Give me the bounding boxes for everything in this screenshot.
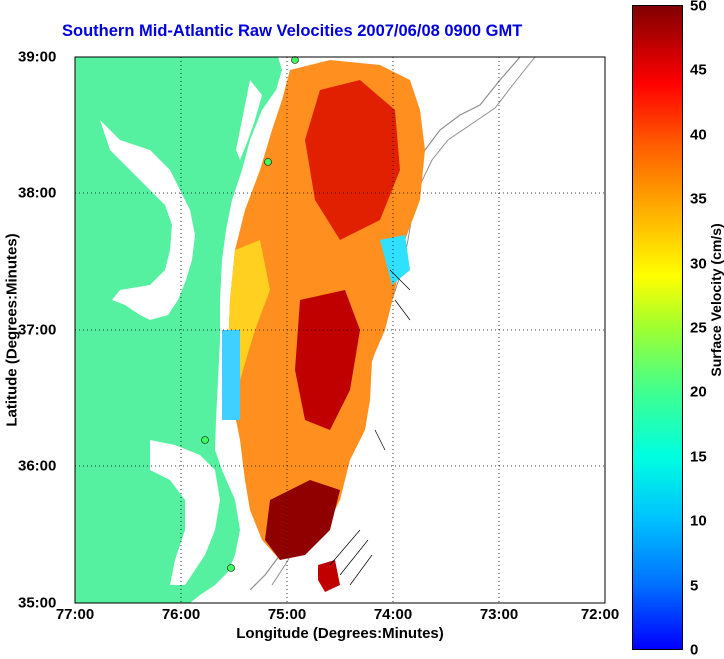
x-tick-label: 73:00 [479, 606, 519, 623]
y-tick-label: 39:00 [18, 48, 57, 66]
x-tick-label: 75:00 [267, 606, 307, 623]
colorbar-label: Surface Velocity (cm/s) [708, 223, 724, 377]
x-tick-label: 76:00 [161, 606, 201, 623]
x-tick-label: 72:00 [580, 606, 620, 623]
colorbar-tick-label: 20 [690, 383, 707, 401]
y-tick-label: 36:00 [18, 457, 57, 475]
station-marker [227, 564, 235, 572]
x-tick-label: 74:00 [373, 606, 413, 623]
colorbar-tick-label: 10 [690, 512, 707, 530]
colorbar-tick-label: 35 [690, 190, 707, 208]
colorbar-tick-label: 40 [690, 126, 707, 144]
x-tick-label: 77:00 [55, 606, 95, 623]
grid-lines [75, 57, 605, 603]
station-marker [201, 436, 209, 444]
map-title: Southern Mid-Atlantic Raw Velocities 200… [62, 22, 523, 40]
x-axis-label: Longitude (Degrees:Minutes) [236, 625, 444, 642]
delaware-bay [236, 80, 262, 160]
colorbar [632, 5, 683, 650]
station-marker [291, 56, 299, 64]
colorbar-tick-label: 5 [690, 577, 699, 595]
y-tick-label: 37:00 [18, 321, 57, 339]
colorbar-tick-label: 25 [690, 319, 707, 337]
velocity-arrows [329, 269, 411, 586]
y-tick-label: 38:00 [18, 184, 57, 202]
station-markers [201, 56, 299, 572]
station-marker [264, 158, 272, 166]
y-axis-label: Latitude (Degrees:Minutes) [3, 233, 21, 427]
velocity-field [222, 60, 425, 592]
chesapeake-bay [100, 120, 195, 320]
colorbar-tick-label: 45 [690, 61, 707, 79]
y-tick-label: 35:00 [18, 594, 57, 612]
colorbar-tick-label: 50 [690, 0, 707, 15]
colorbar-tick-label: 30 [690, 255, 707, 273]
colorbar-tick-label: 15 [690, 448, 707, 466]
pamlico-sound [150, 440, 220, 585]
axes-frame [74, 56, 606, 604]
land-mass [75, 57, 282, 603]
colorbar-tick-label: 0 [690, 641, 699, 659]
